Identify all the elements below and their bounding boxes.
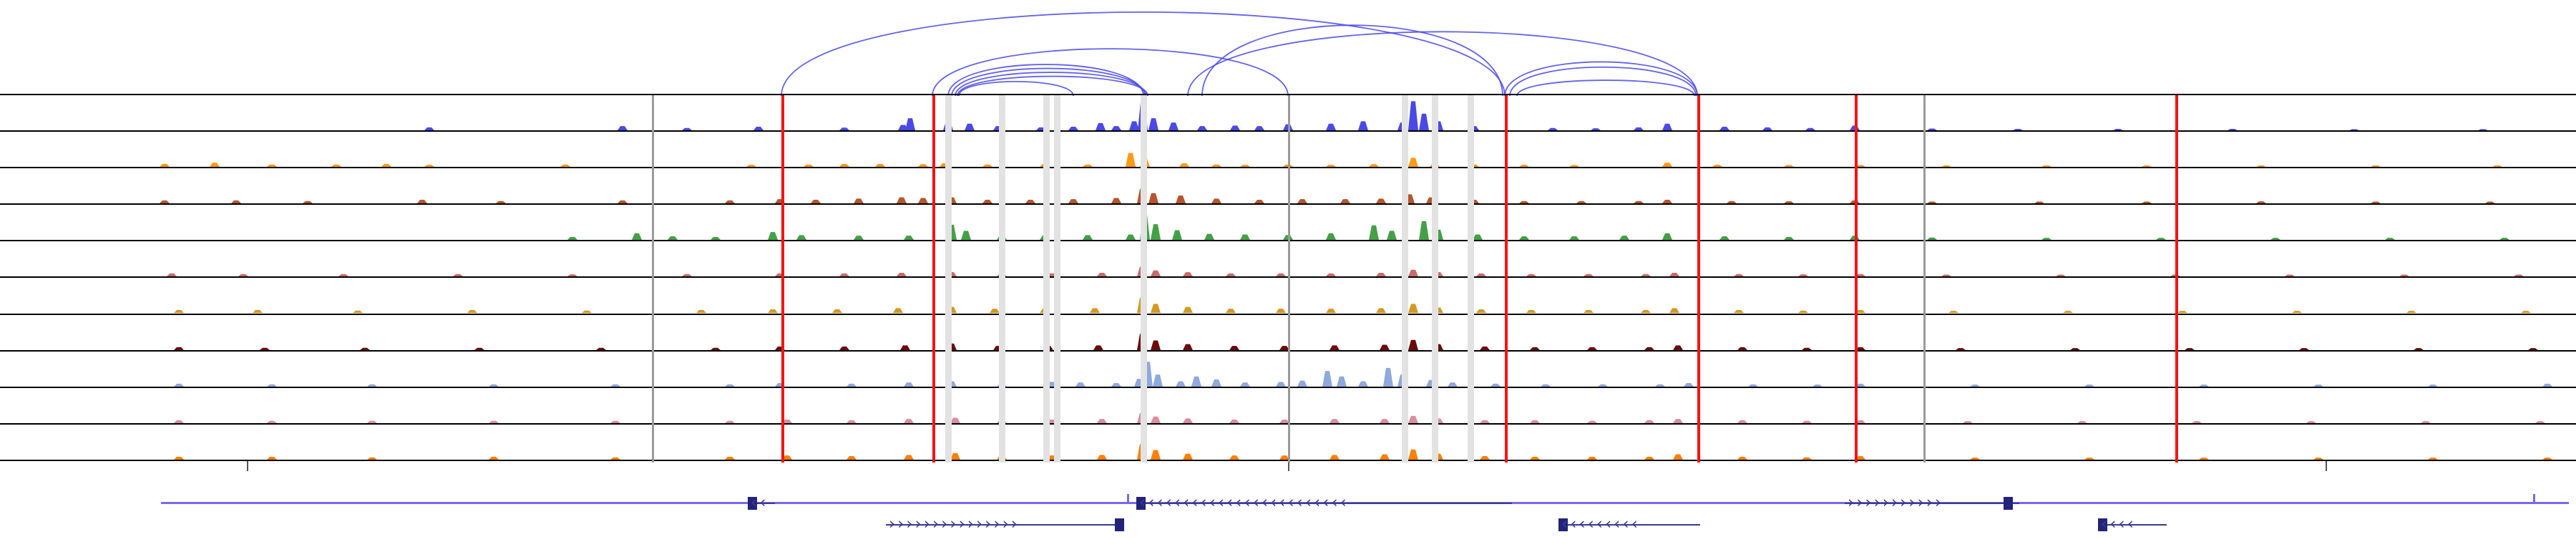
gene-body xyxy=(748,503,775,504)
signal-profile xyxy=(174,333,2538,350)
gridline xyxy=(652,95,654,463)
loop-arc xyxy=(958,81,1074,97)
loop-arc xyxy=(957,75,1148,97)
gwas-snp-marker[interactable] xyxy=(2175,95,2178,463)
gridline xyxy=(1923,95,1926,463)
gwas-snp-marker[interactable] xyxy=(1697,95,1700,463)
loop-arc xyxy=(1516,79,1695,97)
signal-track-panel xyxy=(0,94,2576,463)
gene-strand-arrows: ››››››››››››››› xyxy=(889,515,1020,533)
gwas-snp-tick[interactable] xyxy=(2533,494,2535,504)
gene-or13a1[interactable]: ‹‹ xyxy=(0,493,2576,513)
gene-body xyxy=(2098,524,2167,526)
gene-body xyxy=(1136,503,1512,504)
gene-exon-block xyxy=(2004,497,2013,510)
loop-arc xyxy=(951,67,1146,97)
highlight-band xyxy=(1141,95,1147,463)
gene-zfand4[interactable]: ‹‹‹‹‹‹‹‹‹ xyxy=(0,515,2576,534)
signal-profile xyxy=(174,362,2552,387)
gene-body xyxy=(1558,524,1700,526)
highlight-band xyxy=(1432,95,1438,463)
gene-exon-block xyxy=(748,497,757,510)
signal-profile xyxy=(167,266,2524,277)
signal-profile xyxy=(174,412,2545,423)
gene-annotation-track: ‹‹ ››››››››››››››› ‹‹‹‹‹‹‹‹‹‹‹‹‹‹‹‹‹‹‹‹‹‹‹… xyxy=(0,493,2576,537)
highlight-band xyxy=(1043,95,1050,463)
signal-profile xyxy=(160,188,2495,204)
gene-strand-arrows: ‹‹‹‹ xyxy=(2101,515,2136,533)
gwas-snp-marker[interactable] xyxy=(1505,95,1508,463)
highlight-band xyxy=(999,95,1005,463)
highlight-band xyxy=(1468,95,1474,463)
loop-arc xyxy=(955,72,1147,97)
gene-body xyxy=(886,524,1122,526)
gwas-snp-tick[interactable] xyxy=(1127,494,1129,504)
loop-arc xyxy=(1509,66,1697,97)
gene-strand-arrows: ››››››››››› xyxy=(1848,493,1944,512)
gene-alox5[interactable]: ››››››››››››››› xyxy=(0,515,2576,534)
coord-tick xyxy=(247,461,248,471)
gene-strand-arrows: ‹‹‹‹‹‹‹‹‹ xyxy=(1561,515,1640,533)
gene-exon-block xyxy=(1558,518,1568,531)
chromatin-loop-arcs xyxy=(781,11,1698,97)
loop-arc xyxy=(1504,61,1698,97)
gene-washc2c[interactable]: ››››››››››› xyxy=(0,493,2576,513)
gene-exon-block xyxy=(1136,497,1146,510)
loop-arc xyxy=(781,11,1506,97)
highlight-band xyxy=(945,95,952,463)
coord-tick xyxy=(1288,461,1289,471)
gene-strand-arrows: ‹‹‹‹‹‹‹‹‹‹‹‹‹‹‹‹‹‹‹‹‹‹‹‹ xyxy=(1139,493,1349,512)
signal-profile xyxy=(174,298,2531,314)
gene-body xyxy=(1845,503,2019,504)
highlight-band xyxy=(1402,95,1408,463)
gene-exon-block xyxy=(1115,518,1124,531)
loop-arc xyxy=(1187,31,1698,97)
loop-arc xyxy=(1201,24,1503,97)
gene-exon-block xyxy=(2098,518,2107,531)
gridline xyxy=(1288,95,1290,463)
gwas-snp-marker[interactable] xyxy=(932,95,935,463)
gene-strand-arrows: ‹‹ xyxy=(751,493,769,512)
coord-tick xyxy=(2326,461,2327,471)
gwas-snp-marker[interactable] xyxy=(1855,95,1858,463)
highlight-band xyxy=(1054,95,1060,463)
gene-march8[interactable]: ‹‹‹‹‹‹‹‹‹‹‹‹‹‹‹‹‹‹‹‹‹‹‹‹ xyxy=(0,493,2576,513)
gwas-snp-marker[interactable] xyxy=(781,95,784,463)
loop-arc xyxy=(932,48,1289,97)
gene-agap4[interactable]: ‹‹‹‹ xyxy=(0,515,2576,534)
